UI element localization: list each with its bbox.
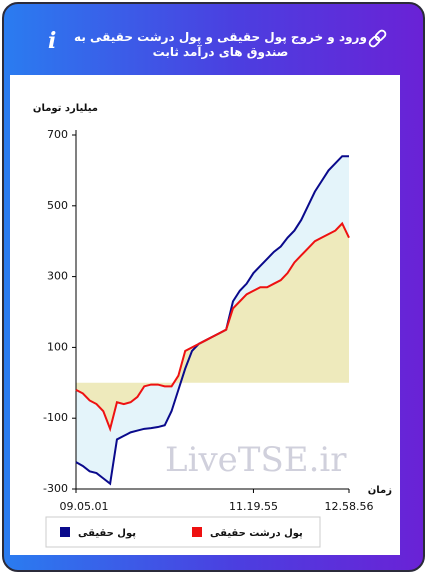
area-fill bbox=[76, 223, 349, 429]
watermark: LiveTSE.ir bbox=[165, 440, 347, 480]
y-tick-label: 500 bbox=[47, 199, 68, 212]
header-title: ورود و خروج پول حقیقی و پول درشت حقیقی ب… bbox=[74, 30, 367, 59]
legend bbox=[45, 516, 321, 548]
link-icon[interactable] bbox=[368, 29, 387, 48]
y-tick-label: -100 bbox=[43, 411, 68, 424]
series-line bbox=[75, 221, 350, 433]
y-tick-label: 700 bbox=[47, 128, 68, 141]
legend-label: پول حقیقی bbox=[78, 528, 136, 539]
x-axis-label: زمان bbox=[368, 485, 392, 496]
x-tick-label: 11.19.55 bbox=[229, 500, 278, 513]
y-tick-label: 300 bbox=[47, 270, 68, 283]
info-icon[interactable]: i bbox=[48, 28, 57, 54]
y-tick-label: -300 bbox=[43, 482, 68, 495]
legend-swatch bbox=[192, 527, 202, 537]
legend-label: پول درشت حقیقی bbox=[210, 528, 303, 539]
x-tick-label: 12.58.56 bbox=[325, 500, 374, 513]
x-tick-label: 09.05.01 bbox=[60, 500, 109, 513]
area-fill bbox=[76, 156, 349, 484]
y-tick-label: 100 bbox=[47, 340, 68, 353]
y-axis-label: میلیارد تومان bbox=[33, 103, 98, 114]
legend-swatch bbox=[60, 527, 70, 537]
